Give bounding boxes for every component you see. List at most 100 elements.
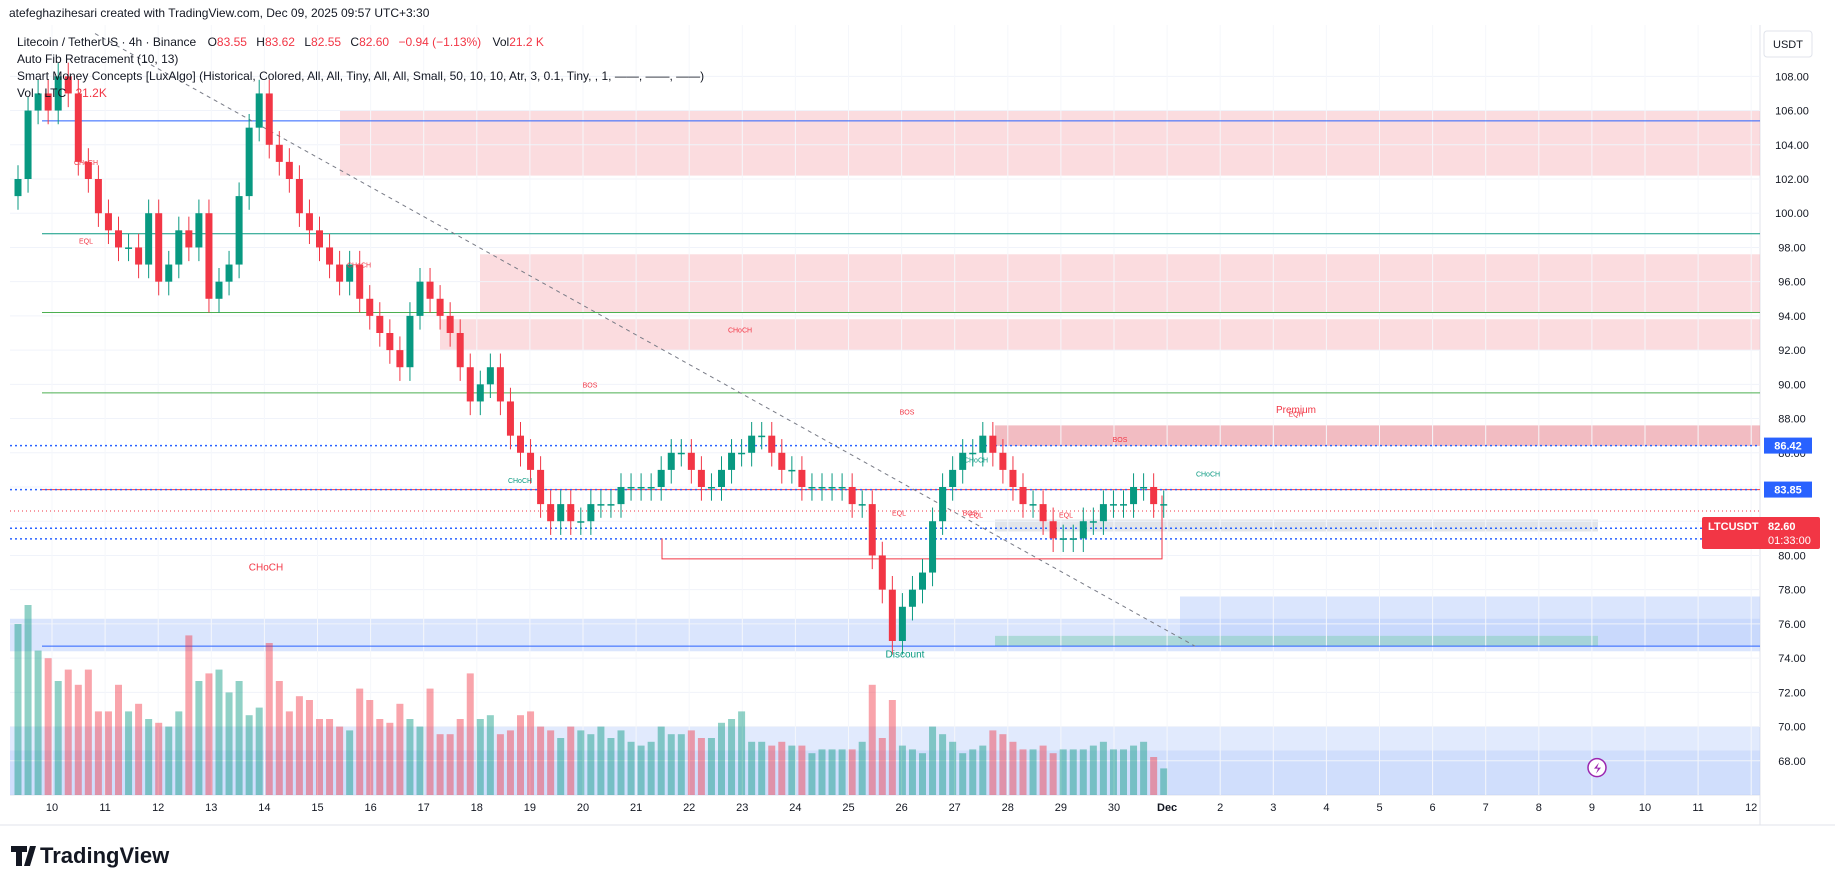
candle-body[interactable] <box>1150 487 1158 505</box>
candle-body[interactable] <box>758 435 766 438</box>
legend-indicator-vol[interactable]: Vol · LTC 21.2K <box>17 86 107 100</box>
candle-body[interactable] <box>557 504 565 522</box>
candle-body[interactable] <box>54 76 62 111</box>
candle-body[interactable] <box>547 504 555 522</box>
candle-body[interactable] <box>1079 521 1087 539</box>
candle-body[interactable] <box>155 213 163 282</box>
candle-body[interactable] <box>275 144 283 162</box>
candle-body[interactable] <box>878 555 886 590</box>
tradingview-logo[interactable]: TradingView <box>11 843 170 868</box>
candle-body[interactable] <box>527 452 535 470</box>
candle-body[interactable] <box>64 76 72 94</box>
candle-body[interactable] <box>1059 538 1067 540</box>
candle-body[interactable] <box>567 504 575 522</box>
candle-body[interactable] <box>326 247 334 265</box>
candle-body[interactable] <box>406 315 414 368</box>
plot-area[interactable] <box>10 25 1760 795</box>
candle-body[interactable] <box>959 452 967 470</box>
candle-body[interactable] <box>165 264 173 282</box>
candle-body[interactable] <box>637 487 645 489</box>
candle-body[interactable] <box>316 230 323 248</box>
candle-body[interactable] <box>205 213 213 299</box>
candle-body[interactable] <box>285 161 293 179</box>
candle-body[interactable] <box>376 315 384 333</box>
candle-body[interactable] <box>768 435 776 453</box>
candle-body[interactable] <box>808 487 816 489</box>
candle-body[interactable] <box>1130 487 1138 505</box>
candle-body[interactable] <box>677 452 685 455</box>
candle-body[interactable] <box>667 452 675 470</box>
candle-body[interactable] <box>577 521 585 523</box>
candle-body[interactable] <box>908 589 916 607</box>
candle-body[interactable] <box>828 487 836 489</box>
candle-body[interactable] <box>517 435 524 453</box>
candle-body[interactable] <box>919 572 926 590</box>
candle-body[interactable] <box>738 452 746 455</box>
candle-body[interactable] <box>135 247 143 265</box>
candle-body[interactable] <box>145 213 153 265</box>
candle-body[interactable] <box>386 333 394 351</box>
candle-body[interactable] <box>356 264 364 299</box>
currency-button[interactable] <box>1763 30 1813 58</box>
legend-symbol[interactable]: Litecoin / TetherUS · 4h · Binance O83.5… <box>17 35 544 49</box>
candle-body[interactable] <box>798 469 806 487</box>
candle-body[interactable] <box>848 487 856 505</box>
candle-body[interactable] <box>265 93 273 145</box>
candle-body[interactable] <box>446 315 454 333</box>
candle-body[interactable] <box>707 487 715 489</box>
candle-body[interactable] <box>617 487 625 505</box>
candle-body[interactable] <box>14 179 22 197</box>
legend-indicator-smc[interactable]: Smart Money Concepts [LuxAlgo] (Historic… <box>17 69 704 83</box>
candle-body[interactable] <box>255 93 263 128</box>
candle-body[interactable] <box>1099 504 1107 522</box>
candle-body[interactable] <box>245 127 253 197</box>
candle-body[interactable] <box>627 487 635 489</box>
candle-body[interactable] <box>537 469 545 505</box>
candle-body[interactable] <box>949 469 957 487</box>
candle-body[interactable] <box>647 487 655 489</box>
candle-body[interactable] <box>979 435 987 453</box>
candle-body[interactable] <box>235 196 243 265</box>
candle-body[interactable] <box>969 452 977 455</box>
candle-body[interactable] <box>295 179 303 214</box>
candle-body[interactable] <box>104 213 112 231</box>
candle-body[interactable] <box>999 452 1007 470</box>
candle-body[interactable] <box>466 367 474 402</box>
candle-body[interactable] <box>1049 521 1057 539</box>
candle-body[interactable] <box>396 350 404 368</box>
legend-indicator-fib[interactable]: Auto Fib Retracement (10, 13) <box>17 52 178 66</box>
candle-body[interactable] <box>225 264 233 282</box>
candle-body[interactable] <box>1160 504 1168 506</box>
candle-body[interactable] <box>697 469 705 487</box>
candle-body[interactable] <box>728 452 736 470</box>
candle-body[interactable] <box>195 213 203 248</box>
candle-body[interactable] <box>456 333 464 368</box>
candle-body[interactable] <box>1039 504 1047 522</box>
candle-body[interactable] <box>1120 504 1127 506</box>
candle-body[interactable] <box>115 230 122 248</box>
candle-body[interactable] <box>1069 538 1077 540</box>
candle-body[interactable] <box>175 230 183 265</box>
candle-body[interactable] <box>185 230 193 248</box>
candle-body[interactable] <box>44 93 52 111</box>
candle-body[interactable] <box>587 504 595 522</box>
candle-body[interactable] <box>1009 469 1017 487</box>
candle-body[interactable] <box>788 469 796 472</box>
candle-body[interactable] <box>888 589 896 641</box>
candle-body[interactable] <box>215 281 223 299</box>
candle-body[interactable] <box>486 367 494 385</box>
candle-body[interactable] <box>426 281 434 299</box>
candle-body[interactable] <box>657 469 665 487</box>
candle-body[interactable] <box>718 469 725 487</box>
candle-body[interactable] <box>868 504 876 556</box>
candle-body[interactable] <box>336 264 344 282</box>
candle-body[interactable] <box>838 487 846 489</box>
candle-body[interactable] <box>84 161 92 179</box>
candle-body[interactable] <box>929 521 937 573</box>
candle-body[interactable] <box>346 264 354 282</box>
candle-body[interactable] <box>125 247 133 249</box>
candle-body[interactable] <box>1029 504 1037 506</box>
candle-body[interactable] <box>989 435 997 453</box>
candle-body[interactable] <box>1089 521 1097 523</box>
